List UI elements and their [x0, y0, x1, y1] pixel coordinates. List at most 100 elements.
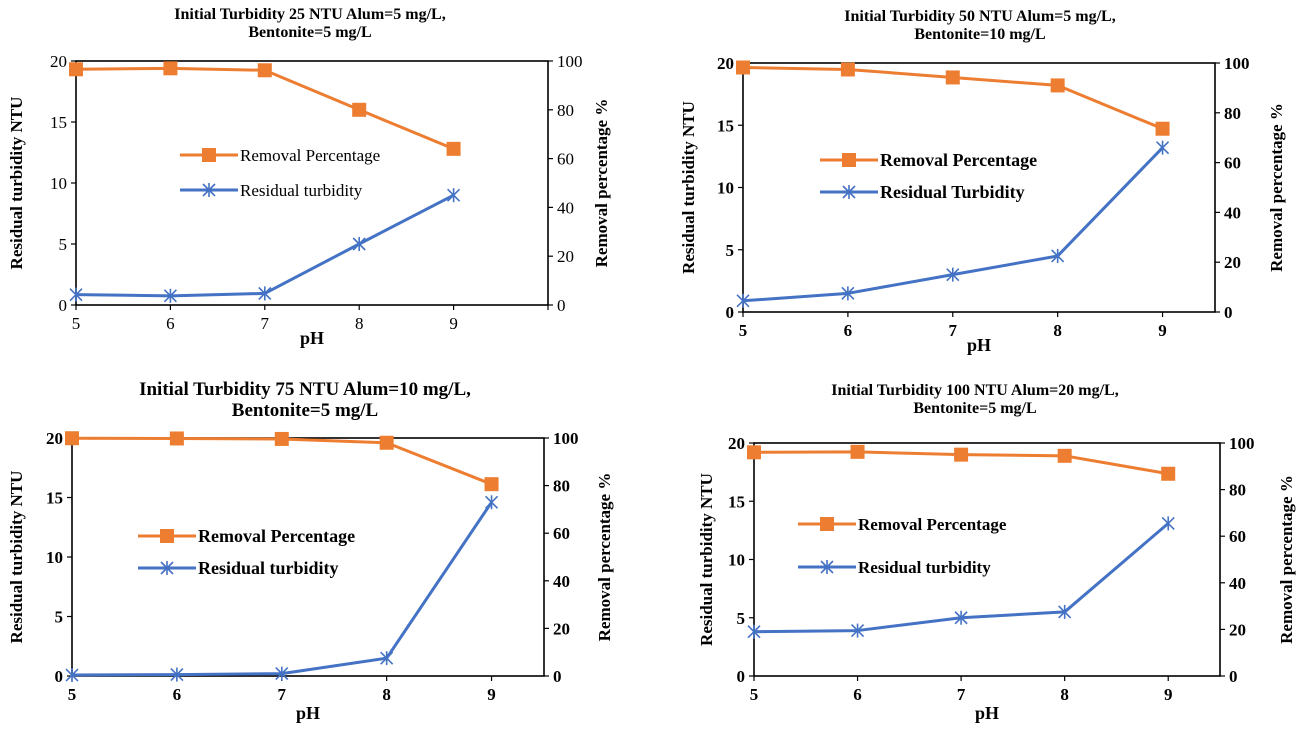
x-tick-label: 8 — [1053, 321, 1062, 340]
y-left-tick-label: 5 — [55, 608, 64, 627]
y-left-tick-label: 10 — [46, 548, 63, 567]
y-left-tick-label: 10 — [50, 174, 67, 193]
y-left-tick-label: 0 — [726, 303, 735, 322]
y-right-tick-label: 0 — [557, 296, 566, 315]
data-point-asterisk-marker — [946, 267, 960, 282]
data-point-square-marker — [945, 70, 960, 85]
data-point-square-marker — [850, 444, 865, 459]
data-point-square-marker — [736, 60, 750, 75]
legend-label: Removal Percentage — [858, 515, 1007, 534]
legend-label: Removal Percentage — [240, 146, 380, 165]
chart-title-line-2: Bentonite=5 mg/L — [231, 399, 379, 421]
data-point-asterisk-marker — [747, 624, 761, 639]
y-left-axis-label: Residual turbidity NTU — [679, 101, 698, 274]
y-right-tick-label: 100 — [1229, 434, 1255, 453]
x-tick-label: 7 — [278, 685, 287, 704]
data-point-asterisk-marker — [1161, 516, 1175, 531]
chart-title: Initial Turbidity 75 NTU Alum=10 mg/L, B… — [0, 379, 610, 422]
data-point-asterisk-marker — [1051, 248, 1065, 263]
y-right-tick-label: 80 — [553, 477, 570, 496]
data-point-asterisk-marker — [170, 667, 184, 682]
y-left-tick-label: 15 — [50, 113, 67, 132]
data-point-square-marker — [954, 447, 969, 462]
data-point-square-marker — [484, 477, 499, 492]
legend-marker — [202, 148, 216, 162]
y-left-tick-label: 20 — [717, 54, 734, 73]
data-point-asterisk-marker — [258, 286, 272, 301]
y-right-axis-label: Removal percentage % — [592, 99, 611, 268]
legend-marker — [160, 561, 174, 575]
y-right-tick-label: 100 — [1224, 54, 1250, 73]
x-tick-label: 9 — [1164, 685, 1173, 704]
y-left-tick-label: 15 — [46, 489, 63, 508]
data-point-square-marker — [65, 431, 79, 446]
y-left-tick-label: 15 — [717, 116, 734, 135]
data-point-square-marker — [69, 62, 83, 77]
legend-marker — [820, 517, 834, 531]
y-left-tick-label: 20 — [728, 434, 745, 453]
y-left-tick-label: 20 — [50, 52, 67, 71]
y-left-tick-label: 10 — [717, 179, 734, 198]
y-right-tick-label: 20 — [557, 247, 574, 266]
x-tick-label: 8 — [1060, 685, 1069, 704]
y-right-tick-label: 0 — [553, 667, 562, 686]
y-right-tick-label: 20 — [553, 619, 570, 638]
chart-title-line-1: Initial Turbidity 75 NTU Alum=10 mg/L, — [139, 379, 471, 400]
y-left-tick-label: 0 — [737, 667, 746, 686]
y-right-tick-label: 80 — [1224, 104, 1241, 123]
data-point-square-marker — [1155, 121, 1170, 136]
legend-label: Removal Percentage — [880, 150, 1037, 170]
y-right-tick-label: 80 — [557, 101, 574, 120]
data-point-asterisk-marker — [1058, 604, 1072, 619]
chart-title: Initial Turbidity 50 NTU Alum=5 mg/L, Be… — [660, 8, 1300, 43]
x-axis-label: pH — [975, 703, 999, 723]
legend-marker — [820, 560, 834, 574]
y-right-tick-label: 20 — [1229, 620, 1246, 639]
data-point-square-marker — [1161, 466, 1176, 481]
y-left-axis-label: Residual turbidity NTU — [7, 97, 26, 270]
x-axis-label: pH — [967, 335, 991, 355]
y-right-tick-label: 100 — [553, 429, 579, 448]
data-point-square-marker — [747, 445, 761, 460]
series-line-residual-turbidity — [75, 193, 455, 298]
legend-label: Residual turbidity — [858, 558, 991, 577]
chart-panel-4: Initial Turbidity 100 NTU Alum=20 mg/L, … — [660, 370, 1306, 733]
chart-title-line-2: Bentonite=5 mg/L — [913, 399, 1037, 417]
chart-title-line-1: Initial Turbidity 100 NTU Alum=20 mg/L, — [831, 382, 1119, 399]
x-tick-label: 5 — [72, 314, 81, 333]
data-point-square-marker — [1050, 78, 1065, 93]
y-right-tick-label: 60 — [1224, 154, 1241, 173]
plot-area-frame — [71, 437, 545, 677]
chart-title-line-1: Initial Turbidity 50 NTU Alum=5 mg/L, — [844, 8, 1116, 25]
data-point-asterisk-marker — [484, 495, 499, 510]
chart-title-line-2: Bentonite=10 mg/L — [914, 25, 1046, 43]
x-tick-label: 8 — [382, 685, 391, 704]
y-right-tick-label: 100 — [557, 52, 583, 71]
data-point-asterisk-marker — [352, 237, 366, 251]
y-right-tick-label: 60 — [1229, 527, 1246, 546]
x-tick-label: 5 — [68, 685, 77, 704]
y-left-axis-label: Residual turbidity NTU — [7, 471, 26, 644]
y-right-tick-label: 40 — [1224, 203, 1241, 222]
y-left-tick-label: 5 — [737, 609, 746, 628]
legend-label: Residual turbidity — [240, 181, 363, 200]
data-point-asterisk-marker — [447, 188, 461, 203]
legend-marker — [202, 183, 216, 197]
y-right-tick-label: 60 — [557, 150, 574, 169]
data-point-square-marker — [163, 61, 178, 76]
y-left-tick-label: 5 — [726, 241, 735, 260]
data-point-square-marker — [379, 435, 394, 450]
data-point-square-marker — [274, 431, 289, 446]
y-left-tick-label: 0 — [55, 667, 64, 686]
data-point-asterisk-marker — [275, 666, 289, 681]
data-point-square-marker — [446, 141, 461, 156]
y-right-tick-label: 80 — [1229, 481, 1246, 500]
data-point-asterisk-marker — [65, 668, 79, 683]
legend-label: Residual Turbidity — [880, 182, 1025, 202]
chart-title-line-1: Initial Turbidity 25 NTU Alum=5 mg/L, — [174, 6, 446, 23]
legend-marker — [842, 153, 856, 167]
data-point-square-marker — [169, 431, 184, 446]
y-right-tick-label: 20 — [1224, 253, 1241, 272]
